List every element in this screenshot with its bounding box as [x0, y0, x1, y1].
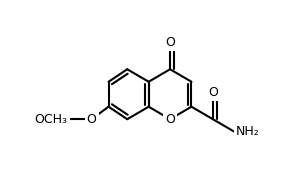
Text: NH₂: NH₂: [236, 125, 260, 138]
Text: OCH₃: OCH₃: [35, 113, 67, 126]
Text: O: O: [165, 113, 175, 126]
Text: O: O: [208, 86, 218, 99]
Text: O: O: [165, 36, 175, 49]
Text: O: O: [87, 113, 97, 126]
